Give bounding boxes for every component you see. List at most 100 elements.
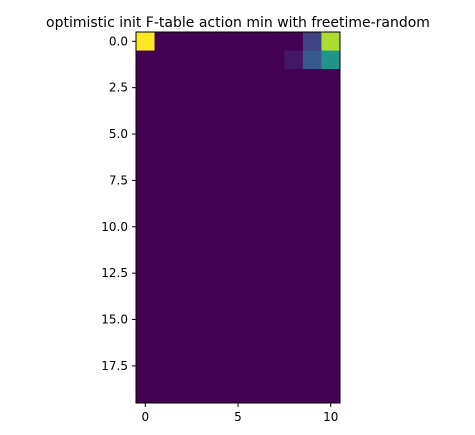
- heatmap-cell: [173, 273, 193, 293]
- x-tick-label: 5: [234, 410, 242, 424]
- heatmap-cell: [173, 180, 193, 200]
- heatmap-cell: [321, 50, 341, 70]
- heatmap-cell: [247, 328, 267, 348]
- heatmap-cell: [321, 347, 341, 367]
- heatmap-cell: [154, 310, 174, 330]
- heatmap-cell: [154, 69, 174, 89]
- heatmap-cell: [302, 69, 322, 89]
- heatmap-cell: [302, 124, 322, 144]
- heatmap-cell: [210, 106, 230, 126]
- heatmap-cell: [302, 180, 322, 200]
- heatmap-cell: [247, 69, 267, 89]
- heatmap-cell: [136, 217, 156, 237]
- heatmap-cell: [136, 180, 156, 200]
- y-axis: 0.0 2.5 5.0 7.5 10.0 12.5 15.0 17.5: [101, 34, 136, 373]
- heatmap-cell: [247, 347, 267, 367]
- heatmap-cell: [154, 32, 174, 52]
- heatmap-cell: [154, 236, 174, 256]
- heatmap-cell: [136, 236, 156, 256]
- heatmap-cell: [247, 236, 267, 256]
- heatmap-cell: [321, 254, 341, 274]
- heatmap-cell: [321, 365, 341, 385]
- heatmap-cell: [173, 365, 193, 385]
- heatmap-cell: [247, 32, 267, 52]
- heatmap-cell: [136, 69, 156, 89]
- heatmap-cell: [173, 124, 193, 144]
- heatmap-cell: [191, 236, 211, 256]
- heatmap-cell: [210, 310, 230, 330]
- heatmap-cell: [191, 69, 211, 89]
- heatmap-cell: [284, 273, 304, 293]
- heatmap-cell: [247, 273, 267, 293]
- x-axis: 0 5 10: [141, 403, 338, 424]
- heatmap-cell: [247, 106, 267, 126]
- heatmap-cell: [228, 328, 248, 348]
- heatmap-cell: [265, 236, 285, 256]
- heatmap-cell: [247, 291, 267, 311]
- heatmap-cell: [284, 254, 304, 274]
- heatmap-cell: [321, 384, 341, 404]
- heatmap-cell: [284, 384, 304, 404]
- heatmap-cell: [191, 87, 211, 107]
- heatmap-cell: [210, 161, 230, 181]
- heatmap-cell: [321, 198, 341, 218]
- heatmap-cell: [210, 365, 230, 385]
- heatmap-cell: [173, 161, 193, 181]
- heatmap-cell: [173, 217, 193, 237]
- heatmap-cell: [321, 180, 341, 200]
- heatmap-cell: [321, 87, 341, 107]
- heatmap-cell: [265, 32, 285, 52]
- x-tick-label: 10: [323, 410, 338, 424]
- heatmap-cell: [265, 328, 285, 348]
- heatmap-cell: [210, 87, 230, 107]
- heatmap-cell: [228, 87, 248, 107]
- heatmap-cell: [154, 384, 174, 404]
- heatmap-cell: [265, 198, 285, 218]
- heatmap-cell: [136, 143, 156, 163]
- heatmap-cell: [136, 124, 156, 144]
- heatmap-cell: [284, 365, 304, 385]
- heatmap-cell: [284, 124, 304, 144]
- heatmap-cell: [302, 50, 322, 70]
- heatmap-cell: [136, 384, 156, 404]
- heatmap-cell: [284, 328, 304, 348]
- heatmap-cell: [321, 124, 341, 144]
- heatmap-cell: [154, 328, 174, 348]
- heatmap-cell: [154, 161, 174, 181]
- heatmap-cell: [302, 161, 322, 181]
- heatmap-cell: [173, 384, 193, 404]
- heatmap-cell: [210, 328, 230, 348]
- heatmap-cell: [210, 69, 230, 89]
- heatmap-cell: [228, 69, 248, 89]
- heatmap-cell: [228, 236, 248, 256]
- heatmap-cell: [210, 50, 230, 70]
- heatmap-cell: [302, 198, 322, 218]
- heatmap-cell: [228, 347, 248, 367]
- heatmap-cell: [191, 328, 211, 348]
- heatmap-cell: [302, 143, 322, 163]
- heatmap-cell: [191, 50, 211, 70]
- heatmap-cell: [302, 365, 322, 385]
- y-tick-label: 7.5: [109, 173, 128, 187]
- heatmap-cell: [284, 143, 304, 163]
- heatmap-cell: [247, 217, 267, 237]
- heatmap-cell: [191, 347, 211, 367]
- heatmap-cell: [136, 365, 156, 385]
- heatmap-cell: [191, 310, 211, 330]
- heatmap-cell: [247, 124, 267, 144]
- heatmap-cell: [173, 198, 193, 218]
- heatmap-cell: [228, 273, 248, 293]
- heatmap-cell: [173, 143, 193, 163]
- heatmap-cell: [247, 198, 267, 218]
- heatmap-cell: [173, 291, 193, 311]
- heatmap-cell: [284, 180, 304, 200]
- x-tick-label: 0: [141, 410, 149, 424]
- heatmap-cell: [247, 254, 267, 274]
- heatmap-cell: [265, 384, 285, 404]
- heatmap-cell: [154, 347, 174, 367]
- heatmap-cell: [191, 254, 211, 274]
- heatmap-cell: [173, 32, 193, 52]
- heatmap-cell: [228, 217, 248, 237]
- heatmap-cell: [191, 198, 211, 218]
